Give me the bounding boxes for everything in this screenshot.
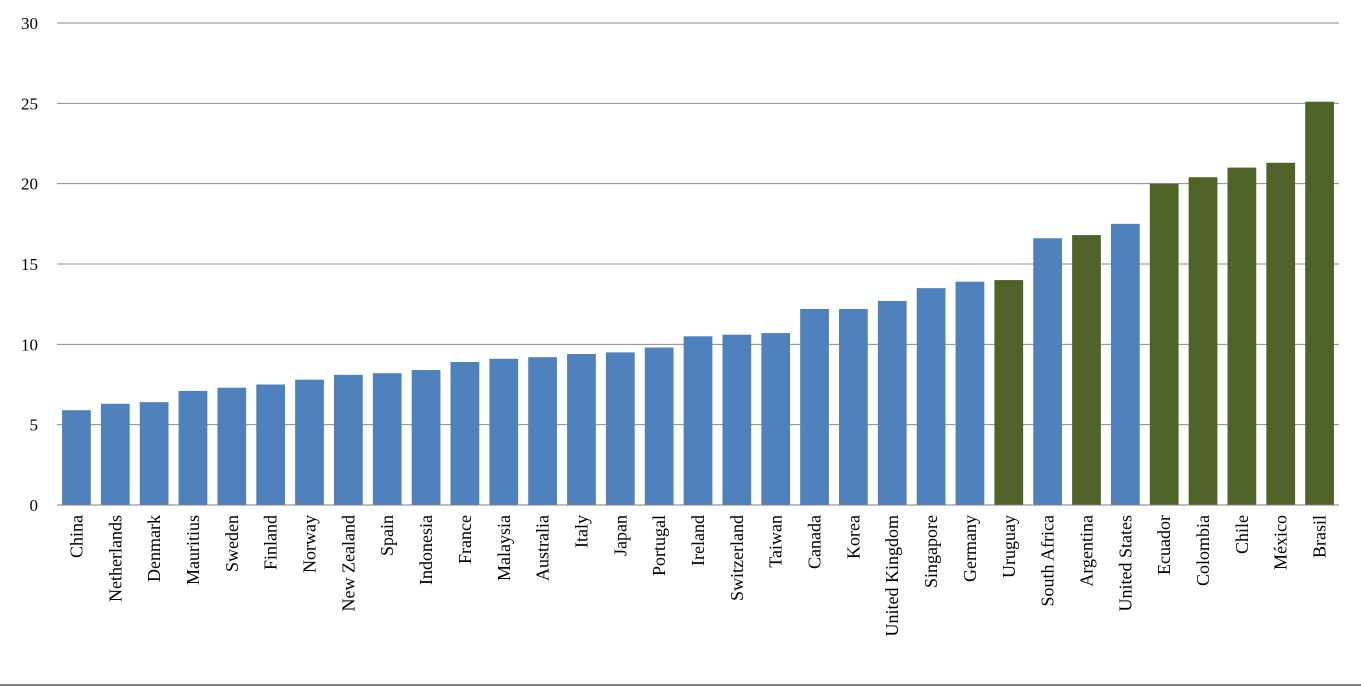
x-category-label: Ecuador (1154, 515, 1174, 575)
x-category-label: Switzerland (727, 515, 747, 601)
x-category-label: Korea (843, 515, 863, 559)
x-category-label: Netherlands (105, 515, 125, 602)
y-tick-label: 25 (21, 94, 38, 113)
bar (178, 390, 208, 505)
y-tick-label: 10 (21, 335, 38, 354)
bar (877, 300, 907, 505)
bar (916, 288, 946, 505)
x-category-label: Canada (805, 515, 825, 569)
bar (1072, 235, 1101, 505)
x-category-label: Norway (300, 515, 320, 573)
y-tick-label: 30 (21, 14, 38, 33)
x-category-label: China (66, 515, 86, 558)
x-category-label: Indonesia (416, 515, 436, 585)
x-category-label: Singapore (921, 515, 941, 588)
bar (256, 384, 286, 505)
x-category-label: South Africa (1038, 515, 1058, 607)
bar (217, 387, 247, 505)
bar (605, 352, 635, 505)
bar (1110, 223, 1140, 505)
x-category-label: Ireland (688, 515, 708, 566)
x-category-label: Mauritius (183, 515, 203, 585)
x-category-label: United Kingdom (882, 515, 902, 637)
x-category-label: Japan (610, 515, 630, 556)
bar (100, 403, 130, 505)
bar (450, 362, 480, 505)
x-category-label: Chile (1232, 515, 1252, 554)
bar (1227, 167, 1257, 505)
x-category-label: Finland (261, 515, 281, 570)
bar (1149, 183, 1179, 506)
x-category-label: Italy (571, 515, 591, 548)
bar (372, 373, 402, 505)
bar (528, 357, 557, 505)
x-axis-labels: China Netherlands Denmark Mauritius Sweden Fi… (66, 515, 1329, 637)
bar (1188, 177, 1218, 506)
bar (839, 308, 868, 505)
bar (62, 410, 91, 505)
bar (761, 333, 791, 505)
x-category-label: Brasil (1310, 515, 1330, 558)
x-category-label: Colombia (1193, 515, 1213, 586)
x-category-label: Taiwan (766, 515, 786, 568)
x-category-label: Uruguay (999, 515, 1019, 578)
bar (644, 347, 674, 505)
y-tick-label: 5 (30, 416, 39, 435)
x-category-label: New Zealand (338, 515, 358, 611)
bar (567, 353, 596, 505)
bar (139, 402, 169, 505)
bar (955, 281, 985, 505)
x-category-label: Germany (960, 515, 980, 582)
bar (683, 336, 713, 505)
x-category-label: Spain (377, 515, 397, 556)
y-axis-ticks: 0 5 10 15 20 25 30 (21, 14, 38, 515)
x-category-label: Argentina (1076, 515, 1096, 587)
bar (489, 358, 519, 505)
x-category-label: Australia (533, 515, 553, 581)
y-tick-label: 0 (30, 496, 39, 515)
bar (722, 334, 752, 505)
x-category-label: Malaysia (494, 515, 514, 581)
bar (800, 308, 829, 505)
x-category-label: Denmark (144, 515, 164, 582)
bar (411, 370, 441, 505)
bar (1266, 162, 1296, 505)
bar (994, 280, 1024, 505)
bar (295, 379, 324, 505)
bars (62, 101, 1334, 506)
x-category-label: Sweden (222, 515, 242, 572)
bar (1033, 238, 1063, 506)
y-tick-label: 20 (21, 175, 38, 194)
bar (1305, 101, 1334, 505)
y-tick-label: 15 (21, 255, 38, 274)
x-category-label: Portugal (649, 515, 669, 576)
x-category-label: France (455, 515, 475, 564)
bar (333, 374, 363, 505)
x-category-label: United States (1115, 515, 1135, 612)
x-category-label: México (1271, 515, 1291, 570)
